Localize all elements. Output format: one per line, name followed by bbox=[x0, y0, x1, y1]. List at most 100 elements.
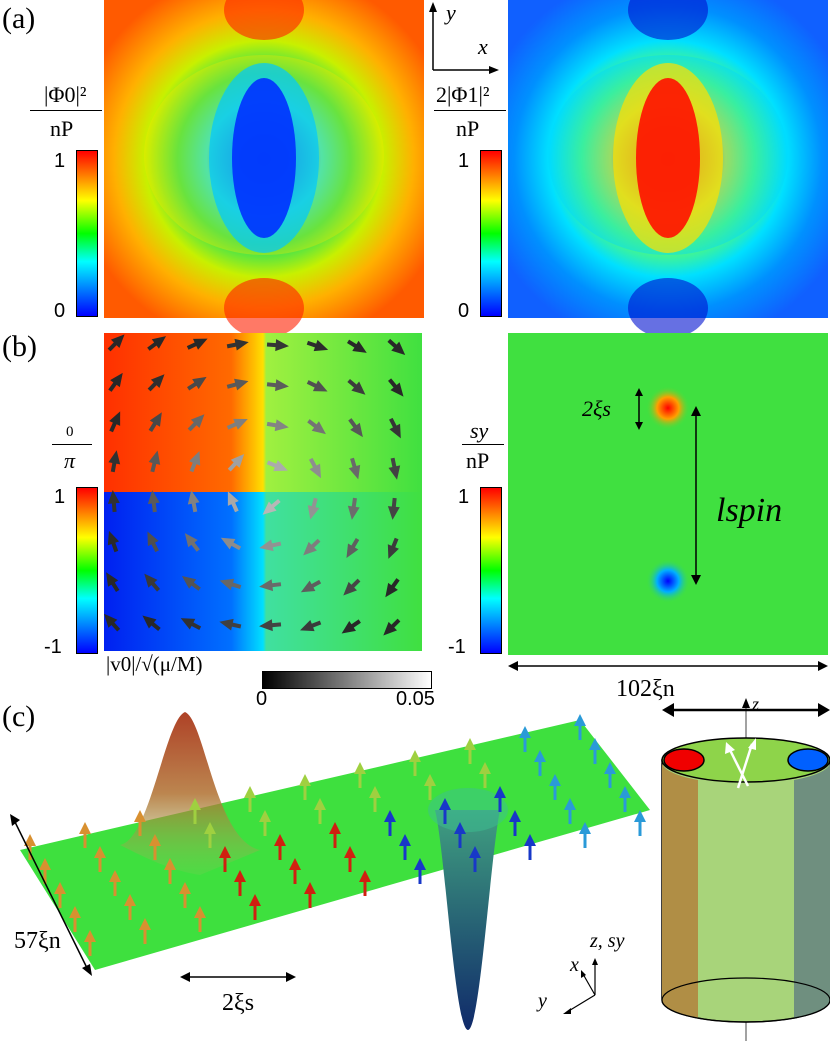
velocity-arrow-head bbox=[219, 578, 235, 591]
np-denominator-label: nP bbox=[50, 116, 74, 141]
colorbar-max-label: 1 bbox=[458, 150, 470, 172]
spin-arrow-head bbox=[134, 810, 146, 822]
colorbar-b-right bbox=[480, 487, 502, 654]
velocity-arrow-head bbox=[106, 572, 119, 587]
velocity-arrow-head bbox=[220, 537, 236, 550]
core-size-label: 2ξs bbox=[582, 396, 611, 421]
velocity-bar-min-label: 0 bbox=[256, 688, 268, 710]
velocity-arrow-head bbox=[190, 414, 205, 428]
spin-arrow-head bbox=[579, 822, 591, 834]
spin-arrow-head bbox=[354, 762, 366, 774]
spin-arrow-head bbox=[314, 798, 326, 810]
panel-c-label: (c) bbox=[2, 700, 36, 733]
spin-arrow-head bbox=[164, 858, 176, 870]
velocity-arrow-head bbox=[274, 419, 289, 432]
spin-arrow-head bbox=[189, 798, 201, 810]
velocity-arrow-head bbox=[275, 339, 289, 352]
spin-arrow-head bbox=[454, 822, 466, 834]
colorbar-b-left bbox=[76, 487, 98, 654]
velocity-arrow-head bbox=[312, 380, 328, 392]
phi0-density-label: |Φ0|² bbox=[44, 82, 87, 107]
spin-arrow-head bbox=[479, 762, 491, 774]
velocity-arrow-head bbox=[346, 543, 359, 558]
spin-texture-3d bbox=[10, 712, 650, 1030]
axes-y-label: y bbox=[538, 990, 547, 1012]
colorbar-a-left bbox=[76, 150, 98, 317]
spin-arrow-head bbox=[549, 774, 561, 786]
velocity-arrow-head bbox=[189, 451, 201, 466]
phase-map bbox=[104, 333, 422, 651]
velocity-arrow-head bbox=[259, 539, 274, 552]
velocity-arrow-head bbox=[385, 582, 398, 598]
colorbar-max-label: 1 bbox=[54, 486, 66, 508]
colorbar-min-label: -1 bbox=[44, 636, 62, 658]
density-map-phi0 bbox=[104, 0, 424, 338]
velocity-arrow-head bbox=[389, 423, 401, 439]
velocity-arrow-head bbox=[341, 621, 356, 634]
velocity-arrow-head bbox=[108, 450, 121, 465]
velocity-arrow-head bbox=[184, 533, 198, 548]
spin-arrow-head bbox=[329, 822, 341, 834]
depth-label: 57ξn bbox=[14, 928, 61, 954]
velocity-arrow-head bbox=[149, 412, 162, 427]
phase-numerator-label: 0 bbox=[66, 424, 74, 440]
velocity-arrow-head bbox=[387, 506, 400, 520]
velocity-arrow-head bbox=[147, 490, 160, 505]
velocity-arrow-head bbox=[142, 615, 157, 629]
velocity-arrow-head bbox=[311, 421, 326, 435]
velocity-arrow-head bbox=[192, 338, 208, 350]
colorbar-a-right bbox=[480, 150, 502, 317]
velocity-arrow-head bbox=[343, 581, 357, 596]
velocity-arrow-head bbox=[104, 613, 118, 628]
spin-arrow-head bbox=[109, 870, 121, 882]
spin-arrow-head bbox=[274, 834, 286, 846]
spin-arrow-head bbox=[94, 846, 106, 858]
velocity-arrow-head bbox=[192, 376, 207, 390]
spin-arrow-head bbox=[369, 786, 381, 798]
velocity-arrow-head bbox=[107, 530, 120, 546]
velocity-arrow-head bbox=[347, 505, 360, 520]
velocity-arrow-head bbox=[151, 336, 167, 349]
velocity-arrow-head bbox=[144, 573, 158, 588]
panel-b-label: (b) bbox=[2, 330, 37, 363]
velocity-arrow-head bbox=[107, 490, 120, 504]
axis-x-label: x bbox=[478, 34, 488, 59]
colorbar-max-label: 1 bbox=[458, 486, 470, 508]
spin-arrow-head bbox=[124, 894, 136, 906]
velocity-arrow-head bbox=[273, 460, 288, 472]
spin-arrow-head bbox=[519, 726, 531, 738]
spin-arrow-head bbox=[344, 846, 356, 858]
spin-arrow-head bbox=[69, 906, 81, 918]
axes-x-label: x bbox=[570, 954, 579, 976]
spin-arrow-head bbox=[249, 894, 261, 906]
axis-y-label: y bbox=[446, 0, 456, 25]
velocity-arrow-head bbox=[227, 491, 239, 506]
velocity-arrow-head bbox=[147, 531, 159, 547]
cylinder-schematic bbox=[661, 698, 830, 1041]
core-size-label-c: 2ξs bbox=[222, 990, 255, 1016]
velocity-bar-max-label: 0.05 bbox=[396, 688, 435, 710]
spin-arrow-head bbox=[604, 762, 616, 774]
velocity-arrow-head bbox=[391, 341, 406, 355]
spin-arrow-head bbox=[84, 930, 96, 942]
velocity-arrow-head bbox=[110, 334, 125, 349]
velocity-arrow-head bbox=[387, 544, 399, 559]
axes-z-sy-label: z, sy bbox=[590, 930, 625, 952]
velocity-arrow-head bbox=[234, 378, 249, 391]
spin-arrow-head bbox=[259, 810, 271, 822]
velocity-arrow-head bbox=[390, 382, 404, 397]
velocity-arrow-head bbox=[383, 621, 397, 636]
velocity-arrow-head bbox=[313, 339, 329, 352]
pi-denominator-label: π bbox=[64, 448, 76, 473]
np-denominator-label: nP bbox=[466, 448, 490, 473]
spin-arrow-head bbox=[409, 750, 421, 762]
cylinder-z-label: z bbox=[752, 694, 760, 714]
spin-arrow-head bbox=[424, 774, 436, 786]
phi1-density-label: 2|Φ1|² bbox=[436, 82, 490, 107]
spin-arrow-head bbox=[574, 714, 586, 726]
sy-numerator-label: sy bbox=[470, 418, 489, 443]
velocity-arrow-head bbox=[303, 541, 317, 556]
fraction-line bbox=[434, 110, 506, 111]
velocity-arrow-head bbox=[180, 618, 196, 630]
spin-arrow-head bbox=[359, 870, 371, 882]
